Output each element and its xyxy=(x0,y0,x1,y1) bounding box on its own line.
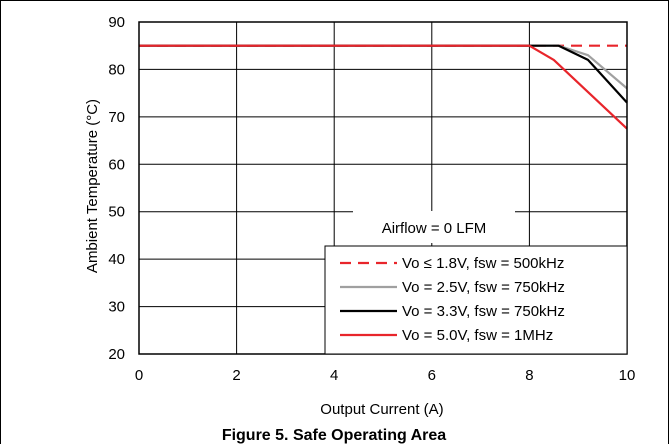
legend-label-4: Vo = 5.0V, fsw = 1MHz xyxy=(402,327,553,344)
y-tick-labels: 20 30 40 50 60 70 80 90 xyxy=(108,14,125,363)
series-lines xyxy=(139,44,628,130)
series-line-4 xyxy=(139,44,628,130)
y-axis-label: Ambient Temperature (°C) xyxy=(84,99,101,273)
series-line-3 xyxy=(139,44,628,104)
grid xyxy=(138,21,628,355)
annotation-box xyxy=(353,211,515,243)
airflow-annotation: Airflow = 0 LFM xyxy=(382,220,487,237)
y-tick-label: 80 xyxy=(108,61,125,78)
legend-label-1: Vo ≤ 1.8V, fsw = 500kHz xyxy=(402,255,564,272)
y-tick-label: 70 xyxy=(108,109,125,126)
y-tick-label: 20 xyxy=(108,346,125,363)
legend-label-3: Vo = 3.3V, fsw = 750kHz xyxy=(402,303,565,320)
y-tick-label: 60 xyxy=(108,156,125,173)
x-tick-label: 2 xyxy=(232,367,240,384)
y-tick-label: 50 xyxy=(108,204,125,221)
x-tick-labels: 0 2 4 6 8 10 xyxy=(135,367,636,384)
x-axis-label: Output Current (A) xyxy=(320,401,443,418)
x-tick-label: 6 xyxy=(428,367,436,384)
x-tick-label: 8 xyxy=(525,367,533,384)
y-tick-label: 30 xyxy=(108,299,125,316)
x-tick-label: 0 xyxy=(135,367,143,384)
x-tick-label: 10 xyxy=(619,367,636,384)
series-line-2 xyxy=(139,44,628,90)
x-tick-label: 4 xyxy=(330,367,338,384)
y-tick-label: 40 xyxy=(108,251,125,268)
legend-label-2: Vo = 2.5V, fsw = 750kHz xyxy=(402,279,565,296)
y-tick-label: 90 xyxy=(108,14,125,31)
figure-caption: Figure 5. Safe Operating Area xyxy=(222,427,446,444)
legend: Vo ≤ 1.8V, fsw = 500kHz Vo = 2.5V, fsw = … xyxy=(324,245,628,355)
